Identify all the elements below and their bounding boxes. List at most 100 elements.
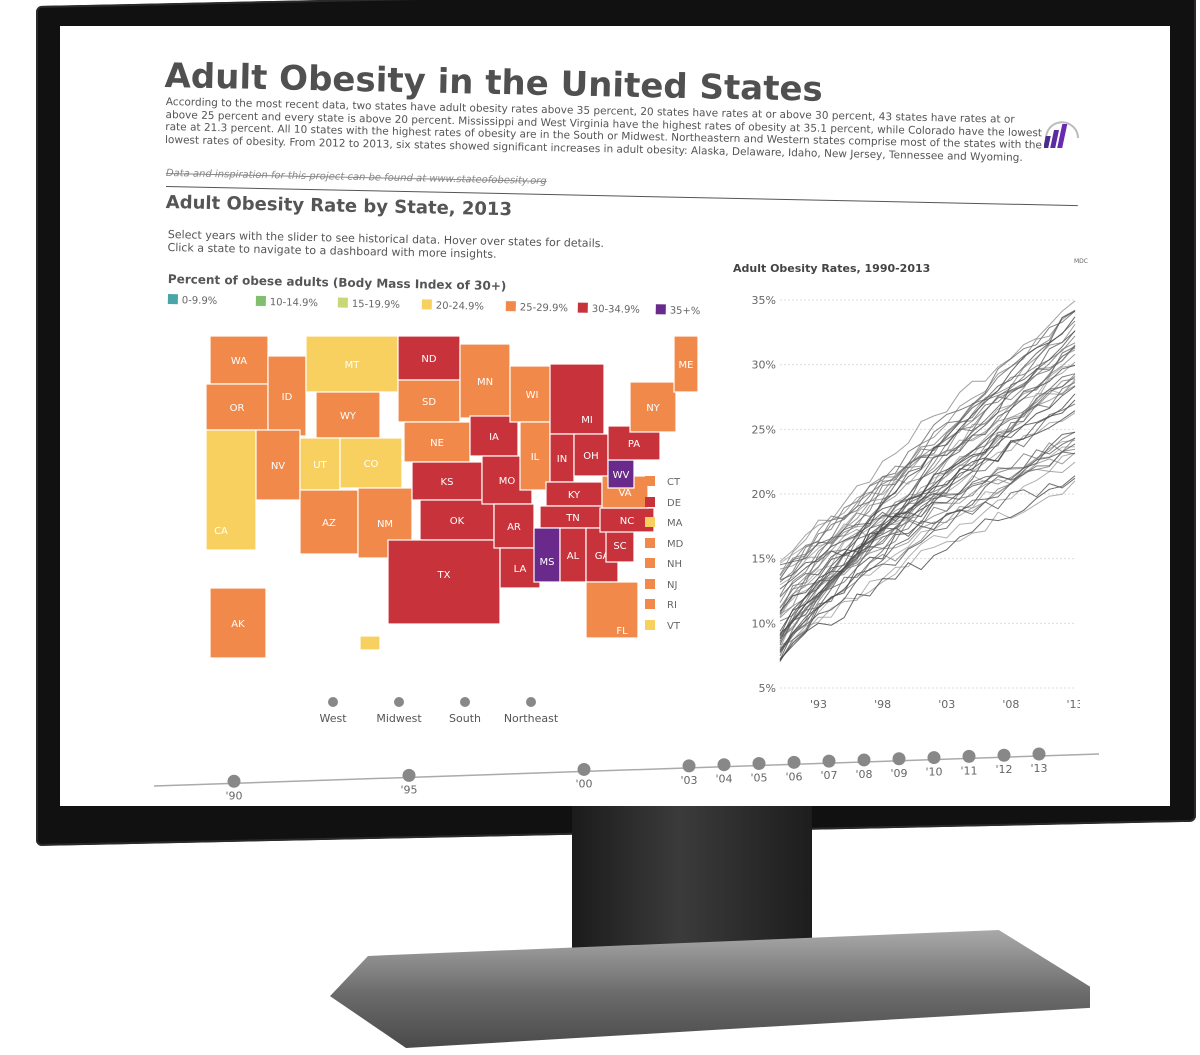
state-series-line[interactable] <box>779 443 1076 652</box>
state-series-line[interactable] <box>779 347 1076 583</box>
state-ar[interactable] <box>493 503 535 549</box>
state-ok[interactable] <box>419 499 495 541</box>
state-label: OR <box>230 403 245 414</box>
state-ks[interactable] <box>411 461 483 501</box>
slider-year-stop[interactable] <box>717 758 731 772</box>
slider-year-label: '04 <box>715 773 732 786</box>
state-co[interactable] <box>339 437 403 489</box>
region-button[interactable] <box>460 697 470 707</box>
region-button[interactable] <box>328 697 338 707</box>
region-label: Midwest <box>376 712 422 725</box>
state-series-line[interactable] <box>779 475 1076 661</box>
state-series-line[interactable] <box>779 345 1076 576</box>
slider-year-stop[interactable] <box>857 753 871 767</box>
state-nv[interactable] <box>255 429 301 501</box>
small-state-item[interactable]: NH <box>645 558 705 579</box>
legend-item[interactable]: 25-29.9% <box>505 301 569 315</box>
small-state-item[interactable]: NJ <box>645 578 705 600</box>
state-series-line[interactable] <box>779 316 1076 636</box>
state-ms[interactable] <box>533 527 561 583</box>
state-la[interactable] <box>499 547 541 589</box>
state-sc[interactable] <box>605 527 635 563</box>
legend-item[interactable]: 20-24.9% <box>421 299 484 313</box>
state-wa[interactable] <box>209 335 269 385</box>
small-state-item[interactable]: CT <box>645 476 705 497</box>
slider-year-stop[interactable] <box>752 757 766 771</box>
state-hi[interactable] <box>359 635 381 651</box>
state-series-line[interactable] <box>779 376 1076 662</box>
state-mi[interactable] <box>549 363 605 435</box>
state-label: MS <box>540 557 555 568</box>
slider-year-stop[interactable] <box>997 748 1011 762</box>
state-series-line[interactable] <box>779 461 1076 570</box>
state-series-line[interactable] <box>779 431 1076 622</box>
state-ny[interactable] <box>629 381 677 433</box>
state-series-line[interactable] <box>779 300 1076 576</box>
state-fl[interactable] <box>585 581 639 639</box>
slider-year-stop[interactable] <box>402 768 416 782</box>
slider-year-label: '00 <box>575 777 592 790</box>
region-label: South <box>449 712 481 725</box>
state-wy[interactable] <box>315 391 381 439</box>
state-me[interactable] <box>673 335 699 393</box>
slider-year-stop[interactable] <box>962 749 976 763</box>
state-series-line[interactable] <box>779 320 1076 657</box>
region-button[interactable] <box>526 697 536 707</box>
source-note[interactable]: Data and inspiration for this project ca… <box>165 168 547 187</box>
state-label: CO <box>364 459 379 470</box>
state-series-line[interactable] <box>779 452 1076 660</box>
year-slider[interactable]: '90 '95 '00 '03 '04 '05 '06 '07 '08 '09 '10 '11 '12 '… <box>154 734 1104 806</box>
state-series-line[interactable] <box>779 477 1076 581</box>
state-wi[interactable] <box>509 365 555 423</box>
slider-year-stop[interactable] <box>787 755 801 769</box>
small-state-item[interactable]: MD <box>645 537 705 559</box>
state-series-line[interactable] <box>779 310 1076 596</box>
state-series-line[interactable] <box>779 399 1076 590</box>
slider-year-stop[interactable] <box>1032 747 1046 761</box>
obesity-line-chart[interactable]: 5% 10% 15% 20% 25% 30% 35% '93 '98 '03 '08 '13 <box>730 284 1080 714</box>
slider-year-stop[interactable] <box>822 754 836 768</box>
slider-year-stop[interactable] <box>682 759 696 773</box>
state-series-line[interactable] <box>779 330 1076 660</box>
small-state-label: NJ <box>667 579 678 591</box>
slider-year-stop[interactable] <box>927 751 941 765</box>
state-series-line[interactable] <box>779 379 1076 612</box>
slider-year-stop[interactable] <box>577 762 591 776</box>
state-series-line[interactable] <box>779 440 1076 649</box>
state-series-line[interactable] <box>779 330 1076 645</box>
state-series-line[interactable] <box>779 393 1076 660</box>
legend-item[interactable]: 35+% <box>655 304 701 317</box>
state-ak[interactable] <box>209 587 267 659</box>
y-tick-label: 5% <box>759 682 776 695</box>
state-mn[interactable] <box>459 343 511 419</box>
state-series-line[interactable] <box>779 353 1076 619</box>
slider-year-stop[interactable] <box>892 752 906 766</box>
small-state-item[interactable]: DE <box>645 496 705 518</box>
legend-item[interactable]: 15-19.9% <box>337 297 400 311</box>
state-tx[interactable] <box>387 539 501 625</box>
region-filter[interactable]: West Midwest South Northeast <box>315 696 615 726</box>
legend-item[interactable]: 10-14.9% <box>255 295 318 309</box>
state-series-line[interactable] <box>779 344 1076 603</box>
legend-label: 25-29.9% <box>519 302 569 315</box>
state-ia[interactable] <box>469 415 519 457</box>
us-map[interactable]: WA OR CA ID NV MT WY UT CO AZ NM ND SD NE KS OK TX MN IA MO… <box>200 326 700 686</box>
state-series-line[interactable] <box>779 373 1076 653</box>
state-series-line[interactable] <box>779 385 1076 634</box>
state-series-line[interactable] <box>779 437 1076 598</box>
state-ky[interactable] <box>545 481 603 507</box>
state-series-line[interactable] <box>779 451 1076 566</box>
small-state-item[interactable]: RI <box>645 599 705 620</box>
small-state-item[interactable]: VT <box>645 619 705 641</box>
state-series-line[interactable] <box>779 364 1076 632</box>
small-state-item[interactable]: MA <box>645 517 705 538</box>
legend-item[interactable]: 0-9.9% <box>167 294 218 307</box>
state-series-line[interactable] <box>779 410 1076 612</box>
region-button[interactable] <box>394 697 404 707</box>
state-series-line[interactable] <box>779 431 1076 651</box>
slider-track[interactable] <box>154 753 1100 787</box>
legend-item[interactable]: 30-34.9% <box>577 302 640 316</box>
state-sd[interactable] <box>397 379 461 423</box>
slider-year-stop[interactable] <box>227 774 241 788</box>
state-series-line[interactable] <box>779 309 1076 614</box>
